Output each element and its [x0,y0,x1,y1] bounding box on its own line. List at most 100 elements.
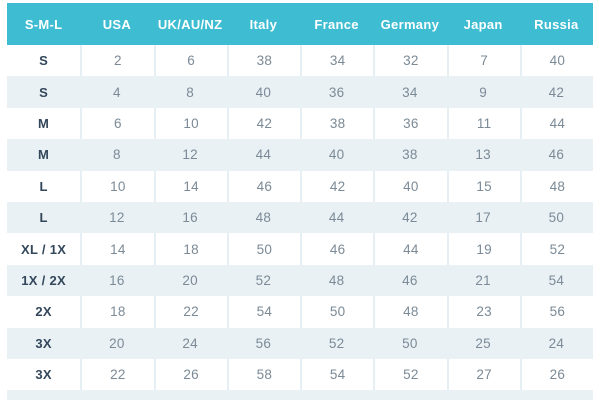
table-cell: 17 [475,210,491,226]
table-row: 1X / 2X 16 20 52 48 46 21 54 [7,264,593,297]
table-cell: 40 [519,45,593,77]
table-cell: 44 [373,233,446,265]
table-cell: 44 [328,210,345,226]
row-label: M [38,115,50,131]
table-cell: 24 [548,335,565,351]
table-row: S 4 8 40 36 34 9 42 [7,76,593,108]
table-cell: 20 [109,335,125,351]
table-cell: 12 [182,147,198,163]
table-cell: 22 [80,358,153,391]
table-cell: 10 [80,170,153,202]
table-cell: 20 [182,272,198,288]
column-header-sml: S-M-L [7,3,81,45]
table-cell: 7 [446,45,520,77]
table-cell: 8 [186,84,195,100]
table-cell: 52 [519,233,593,265]
table-row: 4X24286056542928 [7,390,593,400]
row-label: 2X [35,304,52,320]
table-cell: 44 [255,147,272,163]
row-label: 3X [35,335,52,351]
table-row: 2X 18 22 54 50 48 23 56 [7,296,593,328]
row-label: S [39,84,49,100]
table-cell: 42 [226,107,300,140]
table-cell: 6 [153,45,227,77]
table-cell: 27 [446,358,520,391]
table-cell: 56 [255,335,272,351]
table-row: 3X 20 24 56 52 50 25 24 [7,327,593,359]
table-cell: 60 [227,390,300,400]
table-cell: 16 [182,210,198,226]
table-cell: 2 [80,45,153,77]
table-cell: 40 [328,147,345,163]
column-header-italy: Italy [226,3,300,45]
table-cell: 4 [112,84,121,100]
table-cell: 54 [373,390,446,400]
row-label: L [39,210,48,226]
table-cell: 42 [300,170,373,202]
table-cell: 52 [255,272,272,288]
table-cell: 50 [226,233,300,265]
column-header-ukaunz: UK/AU/NZ [153,3,227,45]
row-label: L [39,178,48,194]
table-cell: 23 [446,296,520,328]
table-cell: 28 [520,390,593,400]
table-cell: 38 [226,45,300,77]
table-cell: 46 [548,147,565,163]
table-row: M 8 12 44 40 38 13 46 [7,139,593,171]
table-cell: 54 [548,272,565,288]
table-cell: 54 [300,358,373,391]
table-header: S-M-L USA UK/AU/NZ Italy France Germany … [7,3,593,45]
table-cell: 9 [479,84,488,100]
table-cell: 38 [402,147,418,163]
table-cell: 34 [300,45,373,77]
column-header-france: France [300,3,374,45]
table-cell: 52 [373,358,446,391]
table-cell: 6 [80,107,153,140]
table-cell: 18 [80,296,153,328]
table-row: L 10 14 46 42 40 15 48 [7,170,593,202]
table-cell: 26 [519,358,593,391]
table-cell: 18 [153,233,227,265]
table-cell: 46 [300,233,373,265]
table-cell: 22 [153,296,227,328]
table-row: L 12 16 48 44 42 17 50 [7,201,593,234]
table-cell: 48 [519,170,593,202]
table-cell: 50 [548,210,565,226]
table-cell: 48 [255,210,272,226]
table-cell: 8 [112,147,121,163]
table-cell: 28 [154,390,227,400]
column-header-japan: Japan [446,3,520,45]
table-cell: 36 [328,84,345,100]
table-cell: 10 [153,107,227,140]
table-cell: 54 [226,296,300,328]
column-header-usa: USA [80,3,154,45]
table-cell: 34 [402,84,418,100]
table-cell: 46 [402,272,418,288]
table-cell: 24 [80,390,153,400]
table-cell: 15 [446,170,520,202]
table-cell: 56 [519,296,593,328]
table-cell: 25 [475,335,491,351]
row-label: 3X [35,367,52,383]
table-cell: 13 [475,147,491,163]
table-cell: 56 [300,390,373,400]
row-label: 4X [7,390,80,400]
row-label: M [38,147,50,163]
table-row: 3X 22 26 58 54 52 27 26 [7,358,593,391]
table-cell: 40 [255,84,272,100]
header-row: S-M-L USA UK/AU/NZ Italy France Germany … [7,3,593,45]
table-cell: 11 [446,107,520,140]
table-cell: 52 [328,335,345,351]
table-cell: 44 [519,107,593,140]
column-header-russia: Russia [519,3,593,45]
table-row: M 6 10 42 38 36 11 44 [7,107,593,140]
table-cell: 14 [80,233,153,265]
table-cell: 48 [373,296,446,328]
table-row: XL / 1X 14 18 50 46 44 19 52 [7,233,593,265]
table-cell: 46 [226,170,300,202]
row-label: S [39,53,49,69]
table-cell: 58 [226,358,300,391]
table-cell: 26 [153,358,227,391]
table-cell: 21 [475,272,491,288]
